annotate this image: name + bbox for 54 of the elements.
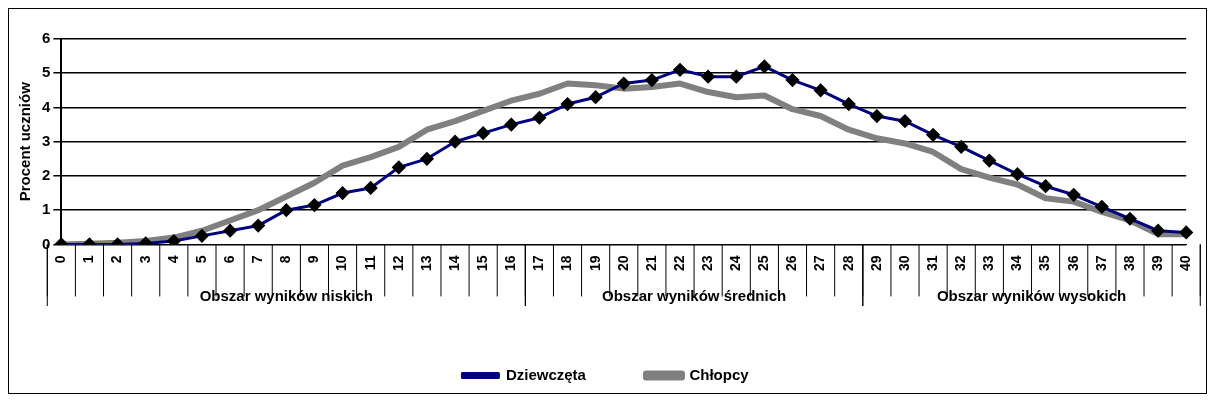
x-tick-label: 21	[642, 255, 659, 272]
y-tick-label: 0	[42, 234, 51, 252]
x-tick-label: 28	[839, 255, 856, 272]
x-tick-label: 35	[1036, 255, 1053, 272]
x-tick-label: 17	[530, 255, 547, 272]
x-tick-label: 15	[474, 255, 491, 272]
y-axis-title: Procent uczniów	[16, 81, 34, 202]
x-tick-label: 3	[136, 255, 153, 264]
x-tick-label: 7	[249, 255, 266, 264]
x-tick-label: 8	[277, 255, 294, 264]
x-tick-label: 12	[389, 255, 406, 272]
x-tick-label: 19	[586, 255, 603, 272]
x-tick-label: 16	[502, 255, 519, 272]
x-tick-label: 40	[1177, 255, 1194, 272]
x-tick-label: 38	[1120, 255, 1137, 272]
x-tick-label: 5	[192, 255, 209, 264]
x-tick-label: 36	[1064, 255, 1081, 272]
text: Obszar wyników wysokich	[936, 286, 1127, 304]
x-tick-label: 22	[670, 255, 687, 272]
x-tick-label: 0	[52, 255, 69, 264]
x-tick-label: 1	[80, 255, 97, 264]
y-tick-label: 5	[42, 63, 51, 81]
x-tick-label: 20	[614, 255, 631, 272]
x-tick-label: 25	[755, 255, 772, 272]
text: Obszar wyników średnich	[601, 286, 787, 304]
x-tick-label: 24	[727, 255, 744, 272]
x-tick-label: 23	[698, 255, 715, 272]
x-tick-label: 29	[867, 255, 884, 272]
y-tick-label: 3	[42, 131, 51, 149]
y-tick-label: 6	[42, 29, 51, 47]
legend-label: Chłopcy	[689, 365, 750, 383]
x-tick-label: 34	[1008, 255, 1025, 272]
x-tick-label: 32	[952, 255, 969, 272]
x-tick-label: 37	[1092, 255, 1109, 272]
y-tick-label: 2	[42, 166, 51, 184]
y-tick-label: 1	[42, 200, 51, 218]
text: Obszar wyników niskich	[199, 286, 374, 304]
x-tick-label: 10	[333, 255, 350, 272]
x-tick-label: 2	[108, 255, 125, 264]
x-tick-label: 30	[895, 255, 912, 272]
x-tick-label: 13	[417, 255, 434, 272]
x-tick-label: 6	[220, 255, 237, 264]
x-tick-label: 11	[361, 255, 378, 271]
x-tick-label: 39	[1148, 255, 1165, 272]
x-tick-label: 14	[445, 255, 462, 272]
legend-label: Dziewczęta	[505, 365, 587, 383]
x-tick-label: 31	[923, 255, 940, 272]
x-tick-label: 27	[811, 255, 828, 272]
y-tick-label: 4	[42, 97, 51, 115]
x-tick-label: 9	[305, 255, 322, 264]
x-tick-label: 4	[164, 255, 181, 264]
x-tick-label: 33	[980, 255, 997, 272]
x-tick-label: 18	[558, 255, 575, 272]
x-tick-label: 26	[783, 255, 800, 272]
